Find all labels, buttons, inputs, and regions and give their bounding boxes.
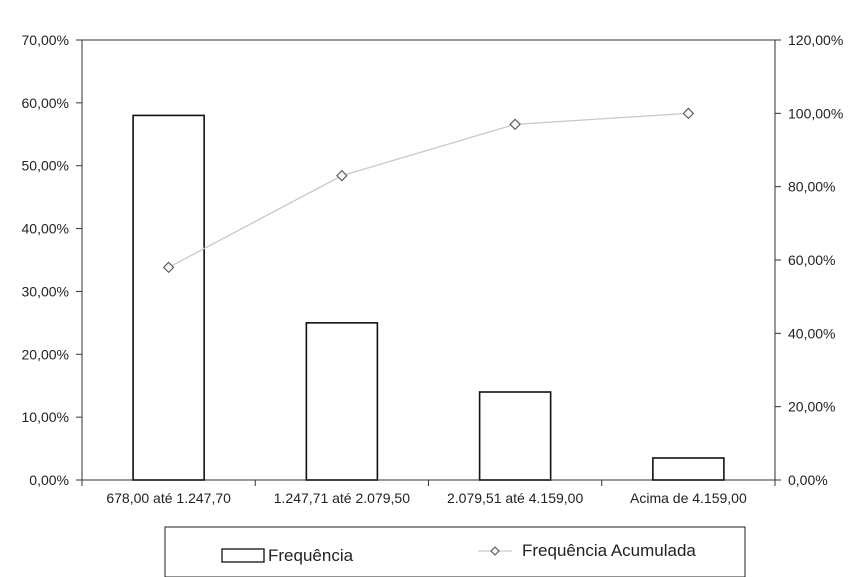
right-y-axis: 0,00% 20,00% 40,00% 60,00% 80,00% 100,00% 120,… <box>775 32 843 488</box>
left-tick-label: 50,00% <box>22 158 69 174</box>
legend: Frequência Frequência Acumulada <box>164 526 746 577</box>
category-label: Acima de 4.159,00 <box>630 490 747 506</box>
right-tick-label: 20,00% <box>788 399 835 415</box>
cumulative-line <box>168 112 689 268</box>
category-label: 1.247,71 até 2.079,50 <box>274 490 410 506</box>
left-tick-label: 20,00% <box>22 346 69 362</box>
legend-bar-swatch <box>221 548 265 563</box>
left-tick-label: 70,00% <box>22 32 69 48</box>
left-tick-label: 60,00% <box>22 95 69 111</box>
category-label: 2.079,51 até 4.159,00 <box>447 490 583 506</box>
cumulative-point <box>509 118 521 131</box>
left-y-axis: 0,00% 10,00% 20,00% 30,00% 40,00% 50,00% 60,00… <box>22 32 82 488</box>
bar <box>478 391 552 481</box>
bar <box>652 457 725 481</box>
line-series-frequencia-acumulada <box>162 107 695 274</box>
left-tick-label: 40,00% <box>22 221 69 237</box>
bar-series-frequencia <box>132 114 725 481</box>
category-label: 678,00 até 1.247,70 <box>106 490 231 506</box>
x-axis: 678,00 até 1.247,70 1.247,71 até 2.079,50… <box>81 480 776 506</box>
cumulative-point <box>682 107 695 120</box>
right-tick-label: 80,00% <box>788 179 835 195</box>
bar <box>132 114 205 481</box>
legend-diamond-marker <box>490 546 500 556</box>
left-tick-label: 0,00% <box>29 472 69 488</box>
right-tick-label: 100,00% <box>788 105 843 121</box>
legend-label-frequencia: Frequência <box>268 546 354 565</box>
cumulative-point <box>162 261 175 274</box>
right-tick-label: 0,00% <box>788 472 828 488</box>
legend-label-frequencia-acumulada: Frequência Acumulada <box>522 541 696 560</box>
right-tick-label: 60,00% <box>788 252 835 268</box>
cumulative-point <box>336 169 348 182</box>
right-tick-label: 120,00% <box>788 32 843 48</box>
left-tick-label: 10,00% <box>22 409 69 425</box>
bar <box>305 322 379 481</box>
left-tick-label: 30,00% <box>22 283 69 299</box>
right-tick-label: 40,00% <box>788 325 835 341</box>
